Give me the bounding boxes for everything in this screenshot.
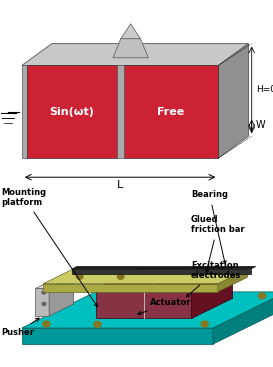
Text: W: W [256, 120, 265, 130]
Polygon shape [192, 269, 233, 318]
Polygon shape [35, 288, 49, 316]
Polygon shape [213, 292, 273, 344]
Circle shape [201, 321, 208, 327]
Polygon shape [27, 65, 117, 158]
Polygon shape [43, 269, 247, 284]
Polygon shape [117, 65, 124, 158]
Polygon shape [121, 24, 140, 39]
Polygon shape [43, 284, 218, 292]
Text: Free: Free [158, 107, 185, 117]
Polygon shape [218, 44, 248, 158]
Polygon shape [22, 328, 213, 344]
Text: L: L [117, 181, 123, 190]
Circle shape [42, 302, 46, 305]
Polygon shape [113, 39, 149, 58]
Polygon shape [22, 65, 27, 158]
Circle shape [94, 321, 101, 327]
Polygon shape [72, 269, 251, 274]
Polygon shape [72, 266, 256, 269]
Polygon shape [218, 269, 247, 292]
Polygon shape [124, 65, 218, 158]
Circle shape [117, 274, 124, 279]
Polygon shape [22, 292, 273, 328]
Circle shape [207, 292, 215, 298]
Text: Sin(ωt): Sin(ωt) [49, 107, 94, 117]
Text: Mounting
platform: Mounting platform [1, 188, 97, 307]
Polygon shape [49, 276, 74, 316]
Text: Actuator: Actuator [138, 298, 192, 315]
Text: Glued
friction bar: Glued friction bar [191, 215, 245, 273]
Circle shape [100, 293, 107, 299]
Polygon shape [22, 44, 248, 65]
Polygon shape [96, 269, 233, 288]
Circle shape [42, 291, 46, 294]
Circle shape [259, 293, 266, 299]
Text: H=0.5L: H=0.5L [256, 86, 273, 94]
Text: Bearing: Bearing [191, 190, 228, 264]
Polygon shape [96, 288, 192, 318]
Text: Excitation
electrodes: Excitation electrodes [186, 261, 241, 297]
Text: Pusher: Pusher [1, 318, 39, 337]
Circle shape [43, 321, 50, 327]
Circle shape [76, 274, 83, 279]
Polygon shape [35, 276, 74, 288]
